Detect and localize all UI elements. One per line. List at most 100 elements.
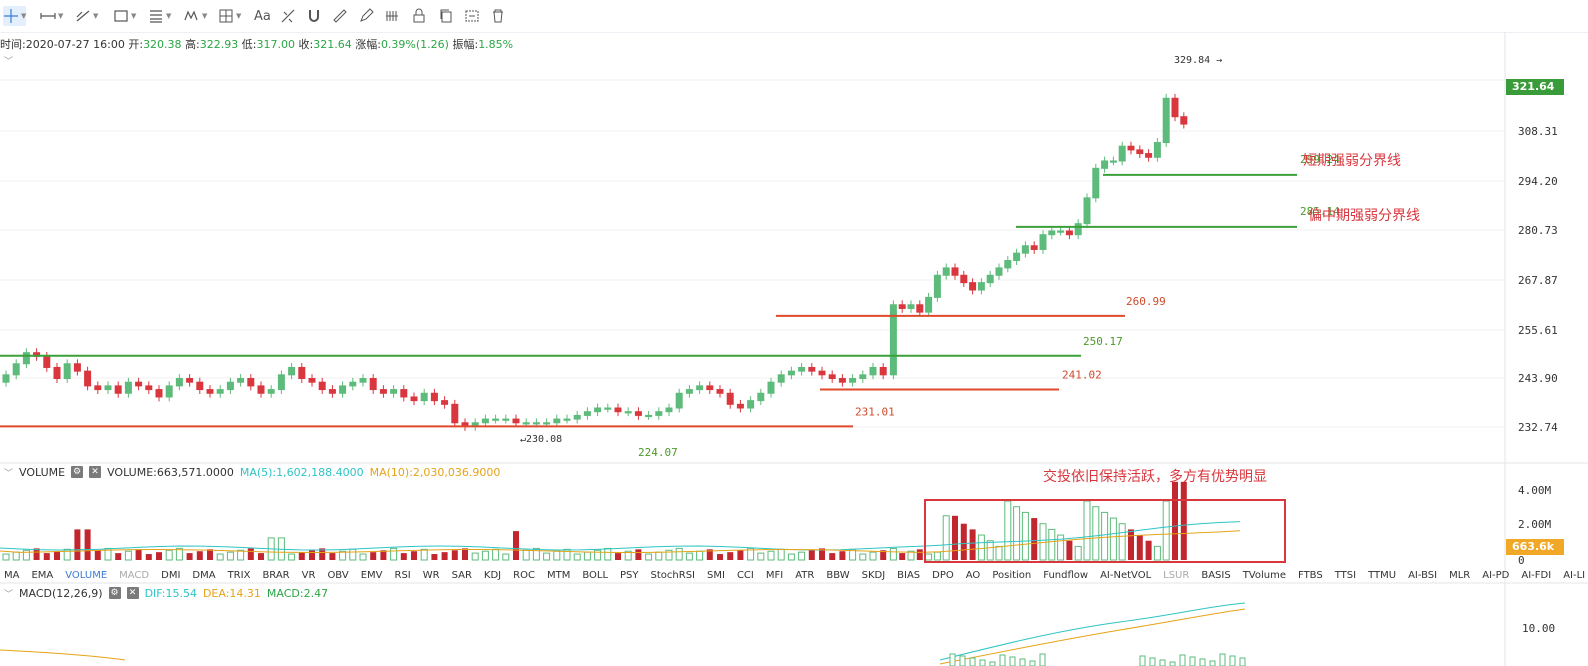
candle-body[interactable] (43, 355, 51, 368)
candle-body[interactable] (634, 411, 642, 416)
indicator-tab-mlr[interactable]: MLR (1449, 569, 1471, 581)
candle-body[interactable] (237, 378, 245, 383)
indicator-tab-ai-netvol[interactable]: AI-NetVOL (1100, 569, 1152, 581)
dropdown-caret-icon[interactable]: ▼ (236, 12, 242, 20)
indicator-tab-kdj[interactable]: KDJ (483, 569, 502, 581)
macd-settings-icon[interactable]: ⚙ (108, 587, 121, 599)
candle-body[interactable] (63, 363, 71, 380)
candle-body[interactable] (849, 378, 857, 383)
candle-body[interactable] (685, 389, 693, 394)
candle-body[interactable] (563, 418, 571, 421)
indicator-tab-wr[interactable]: WR (422, 569, 440, 581)
crosshair-tool[interactable]: ▼ (3, 6, 27, 26)
candle-body[interactable] (859, 374, 867, 380)
candle-body[interactable] (969, 282, 977, 291)
candle-body[interactable] (543, 422, 551, 425)
indicator-tab-roc[interactable]: ROC (513, 569, 535, 581)
candle-body[interactable] (1083, 197, 1091, 225)
indicator-tab-rsi[interactable]: RSI (394, 569, 411, 581)
candle-body[interactable] (933, 274, 941, 298)
indicator-tab-skdj[interactable]: SKDJ (861, 569, 886, 581)
volume-settings-icon[interactable]: ⚙ (71, 466, 84, 478)
candle-body[interactable] (1039, 234, 1047, 250)
candle-body[interactable] (339, 385, 347, 394)
lock-tool[interactable] (411, 6, 427, 26)
candle-body[interactable] (1127, 145, 1135, 151)
candle-body[interactable] (655, 411, 663, 416)
volume-close-icon[interactable]: ✕ (89, 466, 102, 478)
lock-bars-tool[interactable] (384, 6, 400, 26)
indicator-tab-mtm[interactable]: MTM (546, 569, 571, 581)
indicator-tab-boll[interactable]: BOLL (582, 569, 609, 581)
macd-close-icon[interactable]: ✕ (126, 587, 139, 599)
candle-body[interactable] (1048, 230, 1056, 236)
indicator-tab-ai-bsi[interactable]: AI-BSI (1408, 569, 1438, 581)
dropdown-caret-icon[interactable]: ▼ (166, 12, 172, 20)
candle-body[interactable] (165, 385, 173, 398)
candle-body[interactable] (726, 392, 734, 405)
text-tool[interactable]: Aa (254, 6, 271, 26)
indicator-tab-volume[interactable]: VOLUME (65, 569, 108, 581)
candle-body[interactable] (767, 381, 775, 394)
candle-body[interactable] (869, 366, 877, 376)
candle-body[interactable] (1153, 142, 1161, 158)
hide-tool[interactable] (464, 6, 480, 26)
candle-body[interactable] (430, 392, 438, 402)
indicator-tab-dmi[interactable]: DMI (161, 569, 181, 581)
trend-line-tool[interactable]: ▼ (75, 6, 98, 26)
candle-body[interactable] (175, 378, 183, 387)
indicator-tab-mfi[interactable]: MFI (765, 569, 784, 581)
indicator-tab-obv[interactable]: OBV (327, 569, 349, 581)
candle-body[interactable] (400, 389, 408, 398)
indicator-tab-macd[interactable]: MACD (119, 569, 150, 581)
candle-body[interactable] (298, 366, 306, 380)
candle-body[interactable] (512, 418, 520, 424)
dropdown-caret-icon[interactable]: ▼ (21, 12, 27, 20)
candle-body[interactable] (898, 304, 906, 309)
indicator-tab-emv[interactable]: EMV (360, 569, 383, 581)
indicator-tab-ai-fdi[interactable]: AI-FDI (1521, 569, 1552, 581)
candle-body[interactable] (441, 400, 449, 405)
candle-body[interactable] (451, 403, 459, 424)
candle-body[interactable] (277, 374, 285, 391)
candle-body[interactable] (73, 363, 81, 372)
candle-body[interactable] (522, 422, 530, 425)
candle-body[interactable] (1092, 167, 1100, 199)
candle-body[interactable] (1101, 160, 1109, 169)
candle-body[interactable] (604, 407, 612, 410)
candle-body[interactable] (390, 389, 398, 394)
indicator-tab-psy[interactable]: PSY (620, 569, 639, 581)
candle-body[interactable] (706, 385, 714, 391)
indicator-tab-tvolume[interactable]: TVolume (1242, 569, 1286, 581)
candle-body[interactable] (481, 418, 489, 424)
trash-tool[interactable] (490, 6, 506, 26)
candle-body[interactable] (942, 267, 950, 276)
indicator-tab-stochrsi[interactable]: StochRSI (650, 569, 695, 581)
candle-body[interactable] (410, 396, 418, 402)
candle-body[interactable] (1109, 160, 1117, 163)
candle-body[interactable] (838, 378, 846, 383)
indicator-tab-brar[interactable]: BRAR (262, 569, 290, 581)
candle-body[interactable] (1074, 223, 1082, 236)
rectangle-tool[interactable]: ▼ (113, 6, 136, 26)
candle-body[interactable] (907, 304, 915, 309)
indicator-tab-trix[interactable]: TRIX (227, 569, 251, 581)
candle-body[interactable] (318, 381, 326, 391)
candle-body[interactable] (1021, 245, 1029, 254)
indicator-tab-ai-pd[interactable]: AI-PD (1482, 569, 1510, 581)
candle-body[interactable] (757, 392, 765, 402)
candle-body[interactable] (1030, 245, 1038, 250)
candle-body[interactable] (808, 366, 816, 372)
candle-body[interactable] (889, 304, 897, 376)
candle-body[interactable] (1145, 153, 1153, 158)
indicator-tab-atr[interactable]: ATR (795, 569, 815, 581)
candle-body[interactable] (145, 385, 153, 391)
candle-body[interactable] (995, 267, 1003, 276)
candle-body[interactable] (186, 378, 194, 383)
candle-body[interactable] (594, 407, 602, 413)
candle-body[interactable] (84, 370, 92, 387)
horizontal-line-tool[interactable]: ▼ (40, 6, 63, 26)
candle-body[interactable] (206, 389, 214, 394)
candle-body[interactable] (1057, 230, 1065, 233)
indicator-tab-vr[interactable]: VR (301, 569, 316, 581)
